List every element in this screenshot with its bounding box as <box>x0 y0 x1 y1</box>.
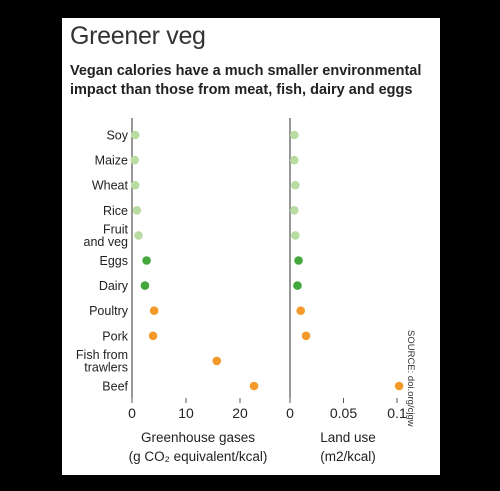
land-use-axis-title-line1: Land use <box>320 430 376 445</box>
panel-1-tick-label: 0.1 <box>387 405 407 421</box>
data-point <box>293 281 302 290</box>
ghg-axis-title-line2: (g CO₂ equivalent/kcal) <box>128 449 268 464</box>
land-use-axis-title-line2: (m2/kcal) <box>320 449 376 464</box>
panel-1-tick-label: 0.05 <box>330 405 357 421</box>
data-point <box>130 130 140 140</box>
dot-plot: Soy Maize Wheat Rice Fruit and veg Eggs Dairy Po… <box>76 118 407 421</box>
category-label: Eggs <box>100 254 129 268</box>
chart-title: Greener veg <box>70 22 206 50</box>
data-point <box>132 206 142 215</box>
data-point <box>212 356 222 366</box>
panel-0-tick-label: 20 <box>232 405 248 421</box>
category-label: Fish from trawlers <box>76 348 128 375</box>
data-point <box>289 206 299 215</box>
data-point <box>289 155 299 165</box>
category-label: Beef <box>102 380 128 394</box>
category-label: Rice <box>103 204 128 218</box>
data-point <box>249 381 259 391</box>
data-point <box>296 306 305 316</box>
category-label: Poultry <box>89 304 129 318</box>
category-label: Wheat <box>92 179 129 193</box>
data-point <box>294 256 303 265</box>
data-point <box>134 231 143 240</box>
category-label: Soy <box>106 129 128 143</box>
data-point <box>140 281 150 290</box>
data-point <box>289 130 299 140</box>
chart-card: Greener veg Vegan calories have a much s… <box>62 18 440 475</box>
data-point <box>142 256 151 265</box>
panel-0-tick-label: 10 <box>178 405 194 421</box>
land-use-axis-title: Land use (m2/kcal) <box>308 428 388 466</box>
category-label: Pork <box>102 329 128 343</box>
data-point <box>130 180 140 190</box>
category-label: Dairy <box>99 279 129 293</box>
data-point <box>130 155 139 165</box>
panel-0-tick-label: 0 <box>128 405 136 421</box>
data-point <box>148 331 158 341</box>
category-label: Maize <box>95 154 128 168</box>
ghg-axis-title-line1: Greenhouse gases <box>140 430 256 445</box>
ghg-axis-title: Greenhouse gases (g CO₂ equivalent/kcal) <box>128 428 268 466</box>
source-note: SOURCE: doi.org/cjgw <box>405 330 416 427</box>
data-point <box>394 381 404 391</box>
data-point <box>301 331 311 341</box>
data-point <box>149 306 159 316</box>
category-label: Fruit and veg <box>84 223 129 250</box>
data-point <box>291 231 300 240</box>
data-point <box>291 180 300 190</box>
panel-1-tick-label: 0 <box>286 405 294 421</box>
chart-subtitle: Vegan calories have a much smaller envir… <box>70 63 422 98</box>
